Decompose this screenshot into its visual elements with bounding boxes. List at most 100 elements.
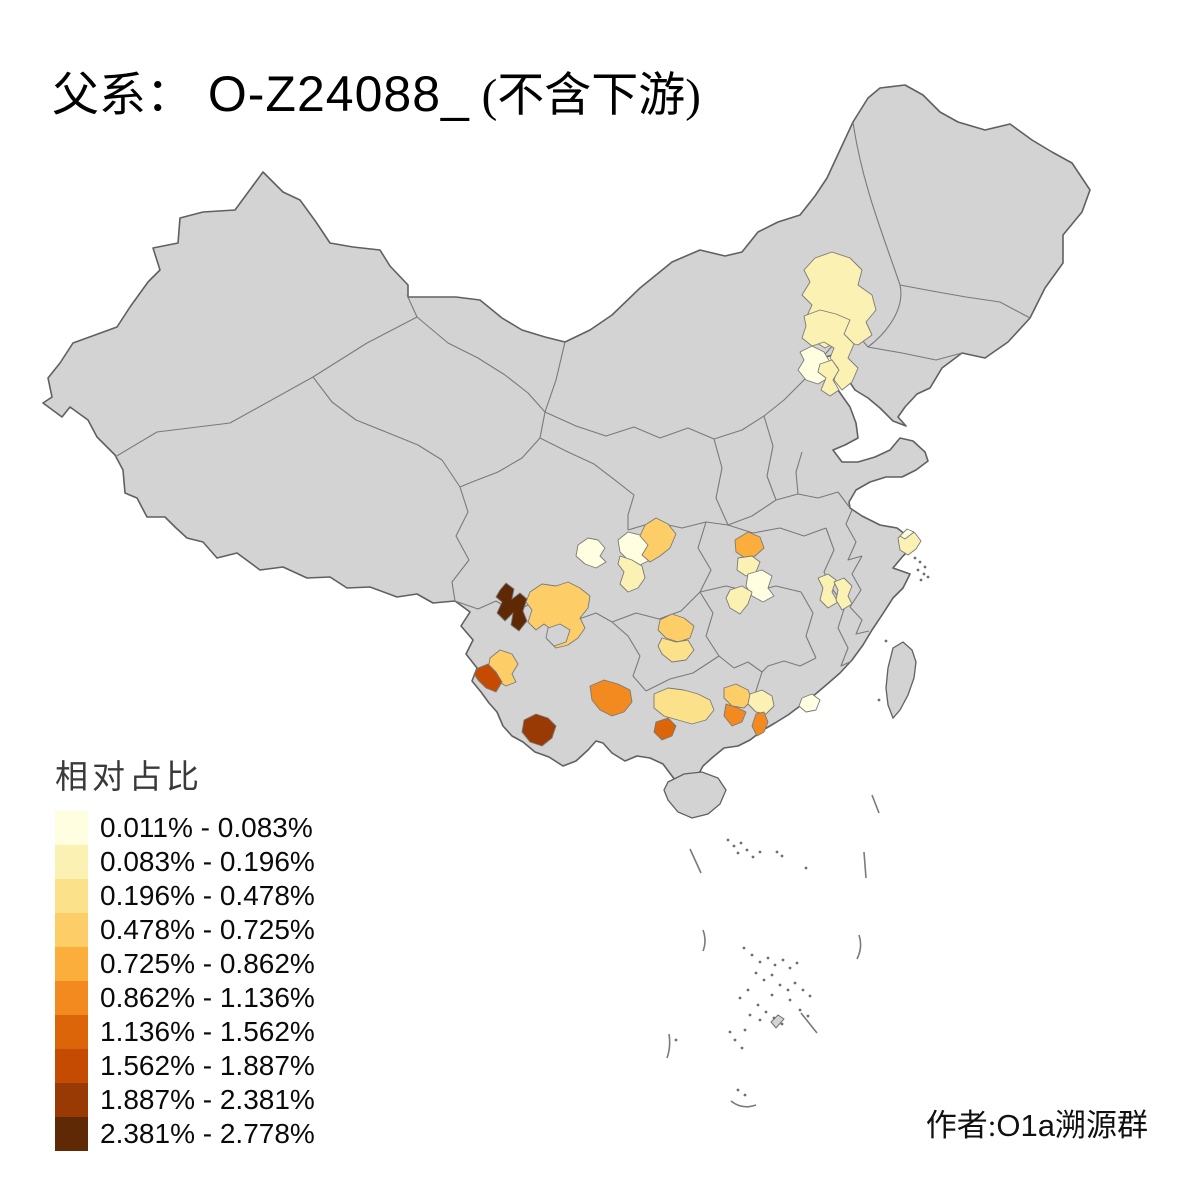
map-region (723, 703, 747, 727)
island-speck (770, 993, 774, 997)
legend-swatch (55, 1049, 88, 1083)
legend-label: 0.478% - 0.725% (100, 914, 315, 945)
island-speck (788, 966, 792, 970)
island-speck (750, 953, 754, 957)
island-speck (884, 639, 888, 643)
legend-swatch (55, 1117, 88, 1151)
legend-item: 1.562% - 1.887% (55, 1049, 315, 1083)
island-speck (746, 988, 750, 992)
map-region (521, 713, 557, 747)
map-region (734, 531, 765, 559)
island-speck (745, 848, 749, 852)
legend-label: 0.011% - 0.083% (100, 812, 313, 843)
map-region (747, 689, 775, 715)
island-specks (674, 556, 930, 1097)
map-region (817, 359, 840, 397)
legend-label: 2.381% - 2.778% (100, 1118, 315, 1149)
attribution-suffix: 溯源群 (1055, 1108, 1148, 1143)
legend-item: 0.011% - 0.083% (55, 811, 315, 845)
island-speck (674, 1038, 678, 1042)
island-speck (743, 1093, 747, 1097)
island-speck (926, 575, 930, 579)
island-speck (738, 996, 742, 1000)
legend-label: 0.196% - 0.478% (100, 880, 315, 911)
island-speck (922, 572, 926, 576)
attribution-code: O1a (996, 1108, 1055, 1143)
title-suffix: (不含下游) (469, 70, 701, 122)
island-speck (742, 946, 746, 950)
island-speck (770, 973, 774, 977)
legend-label: 0.083% - 0.196% (100, 846, 315, 877)
legend-item: 1.136% - 1.562% (55, 1015, 315, 1049)
legend-item: 0.083% - 0.196% (55, 845, 315, 879)
legend-label: 0.725% - 0.862% (100, 948, 315, 979)
island-speck (726, 838, 730, 842)
legend-label: 0.862% - 1.136% (100, 982, 315, 1013)
china-mainland (42, 84, 1091, 797)
map-region (525, 581, 591, 649)
taiwan-island (885, 641, 917, 720)
hainan-island (663, 771, 727, 819)
map-region (653, 687, 715, 725)
map-region (495, 582, 528, 632)
legend-item: 1.887% - 2.381% (55, 1083, 315, 1117)
island-speck (780, 854, 784, 858)
nine-dash-line (666, 794, 880, 1108)
map-region (798, 693, 821, 713)
island-speck (806, 1014, 810, 1018)
map-region (653, 717, 677, 741)
island-speck (756, 1003, 760, 1007)
attribution-prefix: 作者: (925, 1108, 997, 1143)
shaded-prefectures (473, 251, 922, 747)
map-region-hole (545, 623, 571, 647)
legend-items: 0.011% - 0.083% 0.083% - 0.196% 0.196% - 0… (55, 811, 315, 1151)
map-region (473, 663, 503, 693)
island-speck (733, 1038, 737, 1042)
legend-swatch (55, 1015, 88, 1049)
legend-item: 0.862% - 1.136% (55, 981, 315, 1015)
map-region (589, 679, 633, 717)
island-speck (754, 971, 758, 975)
island-speck (798, 1008, 802, 1012)
south-sea-island (770, 1014, 785, 1029)
legend-swatch (55, 1083, 88, 1117)
legend-label: 1.887% - 2.381% (100, 1084, 315, 1115)
island-speck (801, 988, 805, 992)
legend-label: 1.562% - 1.887% (100, 1050, 315, 1081)
island-speck (732, 844, 736, 848)
map-region (617, 555, 646, 593)
page-title: 父系： O-Z24088_ (不含下游) (52, 56, 701, 125)
island-speck (758, 850, 762, 854)
legend-title: 相对占比 (55, 760, 203, 796)
island-speck (913, 556, 917, 560)
island-speck (736, 851, 740, 855)
map-region (751, 711, 769, 737)
legend-swatch (55, 913, 88, 947)
legend-swatch (55, 811, 88, 845)
island-speck (918, 560, 922, 564)
legend-item: 0.478% - 0.725% (55, 913, 315, 947)
title-prefix: 父系： (52, 70, 193, 122)
island-speck (916, 568, 920, 572)
island-speck (748, 1013, 752, 1017)
legend-item: 0.725% - 0.862% (55, 947, 315, 981)
legend-swatch (55, 981, 88, 1015)
map-region (725, 585, 753, 615)
island-speck (773, 963, 777, 967)
legend-label: 1.136% - 1.562% (100, 1016, 315, 1047)
island-speck (778, 983, 782, 987)
island-speck (736, 1088, 740, 1092)
island-speck (740, 1046, 744, 1050)
island-speck (764, 1010, 768, 1014)
island-speck (781, 958, 785, 962)
island-speck (743, 1028, 747, 1032)
island-speck (758, 1018, 762, 1022)
island-speck (762, 978, 766, 982)
legend-item: 2.381% - 2.778% (55, 1117, 315, 1151)
map-region (833, 577, 853, 611)
island-speck (758, 960, 762, 964)
island-speck (919, 578, 923, 582)
map-region (639, 517, 677, 563)
